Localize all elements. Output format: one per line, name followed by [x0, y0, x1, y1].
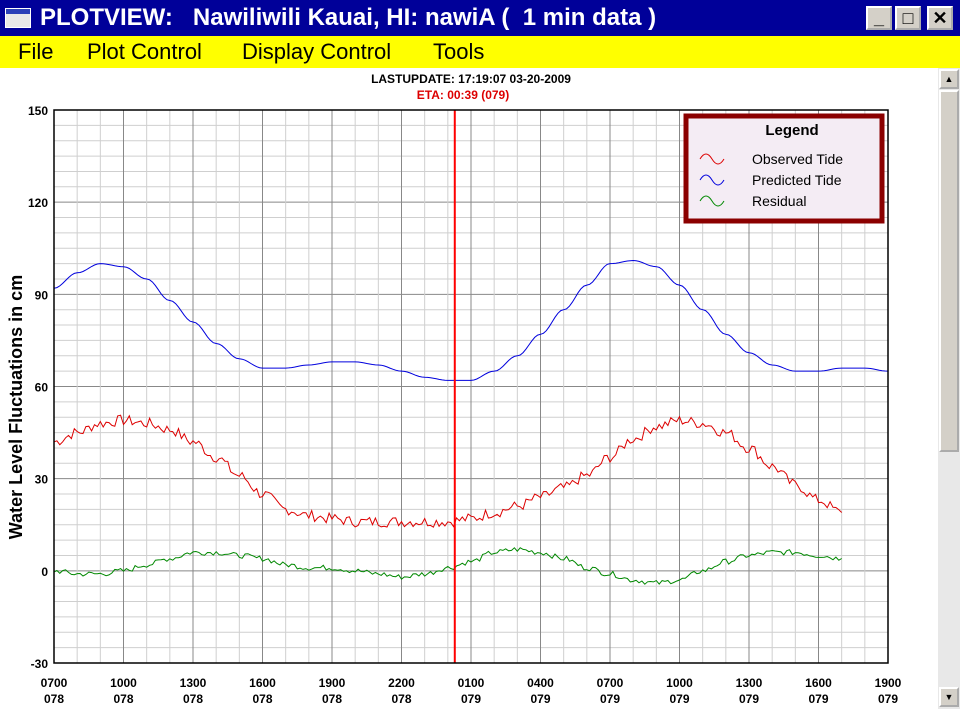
- maximize-icon: □: [902, 8, 914, 28]
- legend-residual-label: Residual: [752, 193, 806, 209]
- legend-observed-swatch: [699, 153, 725, 165]
- title-bar: PLOTVIEW: Nawiliwili Kauai, HI: nawiA ( …: [0, 0, 960, 36]
- series-line-1: [53, 259, 889, 381]
- last-update-text: LASTUPDATE: 17:19:07 03-20-2009: [371, 72, 571, 86]
- menu-bar: File Plot Control Display Control Tools: [0, 36, 960, 68]
- legend: Legend Observed Tide Predicted Tide Resi…: [683, 113, 885, 224]
- x-tick-day: 079: [739, 692, 759, 706]
- x-tick-day: 079: [669, 692, 689, 706]
- plot-frame: [53, 109, 889, 664]
- x-tick-day: 078: [391, 692, 411, 706]
- x-tick-time: 0700: [597, 676, 624, 690]
- close-icon: ✕: [932, 8, 948, 28]
- x-tick-day: 079: [808, 692, 828, 706]
- x-tick-day: 078: [322, 692, 342, 706]
- x-tick-day: 079: [878, 692, 898, 706]
- minimize-icon: _: [873, 8, 884, 28]
- y-tick-label: -30: [31, 657, 49, 671]
- series-line-2: [53, 547, 842, 585]
- tide-chart: LASTUPDATE: 17:19:07 03-20-2009 ETA: 00:…: [6, 72, 902, 706]
- x-tick-time: 1300: [180, 676, 207, 690]
- eta-text: ETA: 00:39 (079): [417, 88, 509, 102]
- scroll-thumb[interactable]: [939, 90, 959, 452]
- x-tick-time: 1300: [736, 676, 763, 690]
- y-tick-label: 90: [35, 288, 49, 302]
- legend-box: [683, 113, 885, 224]
- x-tick-day: 079: [530, 692, 550, 706]
- maximize-button[interactable]: □: [895, 6, 921, 30]
- x-tick-day: 078: [252, 692, 272, 706]
- x-tick-time: 1900: [319, 676, 346, 690]
- x-tick-time: 0100: [458, 676, 485, 690]
- x-tick-time: 1600: [805, 676, 832, 690]
- y-tick-label: 30: [35, 473, 49, 487]
- x-tick-day: 079: [600, 692, 620, 706]
- down-arrow-icon: ▼: [944, 692, 954, 702]
- x-tick-day: 079: [461, 692, 481, 706]
- scroll-down-button[interactable]: ▼: [939, 687, 959, 707]
- x-tick-day: 078: [113, 692, 133, 706]
- y-tick-label: 60: [35, 381, 49, 395]
- legend-residual-swatch: [699, 195, 725, 207]
- menu-file[interactable]: File: [18, 39, 54, 64]
- close-button[interactable]: ✕: [927, 6, 953, 30]
- vertical-scrollbar[interactable]: ▲ ▼: [938, 68, 960, 709]
- x-tick-time: 1000: [110, 676, 137, 690]
- plot-area: LASTUPDATE: 17:19:07 03-20-2009 ETA: 00:…: [0, 68, 938, 709]
- minimize-button[interactable]: _: [866, 6, 892, 30]
- y-tick-label: 0: [41, 565, 48, 579]
- legend-title: Legend: [765, 122, 818, 139]
- app-window-icon: [5, 8, 31, 28]
- up-arrow-icon: ▲: [944, 74, 954, 84]
- x-tick-time: 1000: [666, 676, 693, 690]
- menu-plot-control[interactable]: Plot Control: [87, 39, 202, 64]
- legend-predicted-swatch: [699, 174, 725, 186]
- x-tick-day: 078: [183, 692, 203, 706]
- y-tick-label: 150: [28, 104, 48, 118]
- menu-display-control[interactable]: Display Control: [242, 39, 392, 64]
- x-tick-time: 1600: [249, 676, 276, 690]
- scroll-up-button[interactable]: ▲: [939, 69, 959, 89]
- y-tick-labels: 150 120 90 60 30 0 -30: [28, 104, 48, 671]
- y-tick-label: 120: [28, 196, 48, 210]
- x-tick-time: 0700: [41, 676, 68, 690]
- x-tick-time: 2200: [388, 676, 415, 690]
- menu-tools[interactable]: Tools: [433, 39, 485, 64]
- window-title: PLOTVIEW: Nawiliwili Kauai, HI: nawiA ( …: [40, 4, 657, 31]
- y-axis-label: Water Level Fluctuations in cm: [6, 275, 26, 539]
- series-line-0: [53, 414, 843, 528]
- x-tick-time: 1900: [875, 676, 902, 690]
- x-tick-labels: 0700 078 1000 078 1300 078 1600 078 1900 078 2200 0…: [41, 676, 902, 706]
- legend-observed-label: Observed Tide: [752, 151, 843, 167]
- legend-predicted-label: Predicted Tide: [752, 172, 842, 188]
- x-tick-time: 0400: [527, 676, 554, 690]
- series-layer: [53, 259, 889, 585]
- x-tick-day: 078: [44, 692, 64, 706]
